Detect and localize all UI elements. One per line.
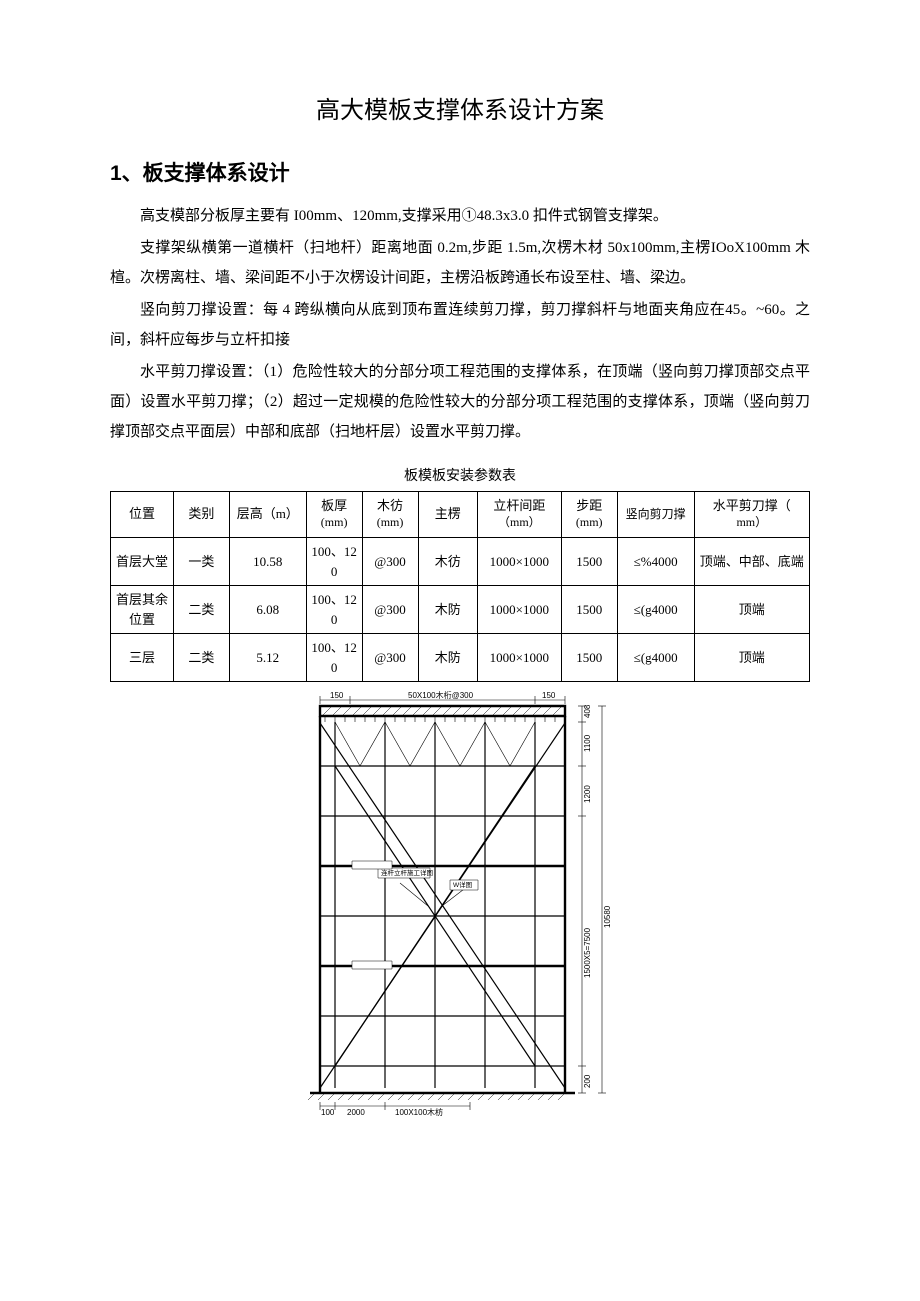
dim-r1: 408 bbox=[583, 704, 592, 718]
th-step: 步距(mm) bbox=[561, 492, 617, 538]
th-height: 层高（m） bbox=[229, 492, 306, 538]
th-main: 主楞 bbox=[418, 492, 477, 538]
cell: 100、120 bbox=[306, 634, 362, 682]
cell: 1500 bbox=[561, 586, 617, 634]
dim-r5: 10580 bbox=[603, 905, 612, 928]
cell: 首层大堂 bbox=[111, 538, 174, 586]
para-2: 支撑架纵横第一道横杆（扫地杆）距离地面 0.2m,步距 1.5m,次楞木材 50… bbox=[110, 233, 810, 293]
cell: 1000×1000 bbox=[477, 634, 561, 682]
table-caption: 板模板安装参数表 bbox=[110, 465, 810, 485]
cell: 二类 bbox=[173, 586, 229, 634]
doc-title: 高大模板支撑体系设计方案 bbox=[110, 90, 810, 125]
cell: 1500 bbox=[561, 634, 617, 682]
cell: 1000×1000 bbox=[477, 586, 561, 634]
th-gap: 立杆间距（mm） bbox=[477, 492, 561, 538]
para-3: 竖向剪刀撑设置：每 4 跨纵横向从底到顶布置连续剪刀撑，剪刀撑斜杆与地面夹角应在… bbox=[110, 295, 810, 355]
cell: 1500 bbox=[561, 538, 617, 586]
table-row: 首层大堂 一类 10.58 100、120 @300 木彷 1000×1000 … bbox=[111, 538, 810, 586]
cell: 二类 bbox=[173, 634, 229, 682]
scaffold-diagram: 150 50X100木桁@300 150 bbox=[290, 688, 630, 1118]
table-row: 首层其余位置 二类 6.08 100、120 @300 木防 1000×1000… bbox=[111, 586, 810, 634]
th-wood: 木彷(mm) bbox=[362, 492, 418, 538]
cell: 顶端、中部、底端 bbox=[694, 538, 809, 586]
dim-r6: 200 bbox=[583, 1074, 592, 1088]
table-row: 三层 二类 5.12 100、120 @300 木防 1000×1000 150… bbox=[111, 634, 810, 682]
dim-top-left: 150 bbox=[330, 691, 344, 700]
dim-r3: 1200 bbox=[583, 785, 592, 803]
cell: 10.58 bbox=[229, 538, 306, 586]
cell: 顶端 bbox=[694, 634, 809, 682]
para-1: 高支模部分板厚主要有 I00mm、120mm,支撑采用①48.3x3.0 扣件式… bbox=[110, 201, 810, 231]
cell: 首层其余位置 bbox=[111, 586, 174, 634]
cell: ≤%4000 bbox=[617, 538, 694, 586]
cell: 100、120 bbox=[306, 538, 362, 586]
diagram-tag-1: 连杆立杆施工详图 bbox=[381, 868, 433, 877]
dim-b3: 100X100木枋 bbox=[395, 1107, 443, 1117]
th-thick: 板厚(mm) bbox=[306, 492, 362, 538]
cell: 一类 bbox=[173, 538, 229, 586]
th-hcut: 水平剪刀撑（mm） bbox=[694, 492, 809, 538]
cell: 顶端 bbox=[694, 586, 809, 634]
cell: 三层 bbox=[111, 634, 174, 682]
cell: 100、120 bbox=[306, 586, 362, 634]
params-table: 位置 类别 层高（m） 板厚(mm) 木彷(mm) 主楞 立杆间距（mm） 步距… bbox=[110, 491, 810, 682]
th-vcut: 竖向剪刀撑 bbox=[617, 492, 694, 538]
th-pos: 位置 bbox=[111, 492, 174, 538]
cell: 木彷 bbox=[418, 538, 477, 586]
cell: 木防 bbox=[418, 586, 477, 634]
section-1-heading: 1、板支撑体系设计 bbox=[110, 157, 810, 187]
th-cat: 类别 bbox=[173, 492, 229, 538]
cell: ≤(g4000 bbox=[617, 634, 694, 682]
cell: @300 bbox=[362, 586, 418, 634]
cell: @300 bbox=[362, 538, 418, 586]
cell: 6.08 bbox=[229, 586, 306, 634]
table-header-row: 位置 类别 层高（m） 板厚(mm) 木彷(mm) 主楞 立杆间距（mm） 步距… bbox=[111, 492, 810, 538]
dim-top-right: 150 bbox=[542, 691, 556, 700]
dim-r4: 1500X5=7500 bbox=[583, 927, 592, 978]
para-4: 水平剪刀撑设置：（1）危险性较大的分部分项工程范围的支撑体系，在顶端（竖向剪刀撑… bbox=[110, 357, 810, 447]
cell: 木防 bbox=[418, 634, 477, 682]
cell: 5.12 bbox=[229, 634, 306, 682]
dim-r2: 1100 bbox=[583, 734, 592, 752]
dim-b1: 100 bbox=[321, 1108, 335, 1117]
dim-top-mid: 50X100木桁@300 bbox=[408, 690, 474, 700]
cell: @300 bbox=[362, 634, 418, 682]
dim-b2: 2000 bbox=[347, 1108, 365, 1117]
diagram-tag-2: W详图 bbox=[453, 880, 472, 889]
cell: 1000×1000 bbox=[477, 538, 561, 586]
cell: ≤(g4000 bbox=[617, 586, 694, 634]
